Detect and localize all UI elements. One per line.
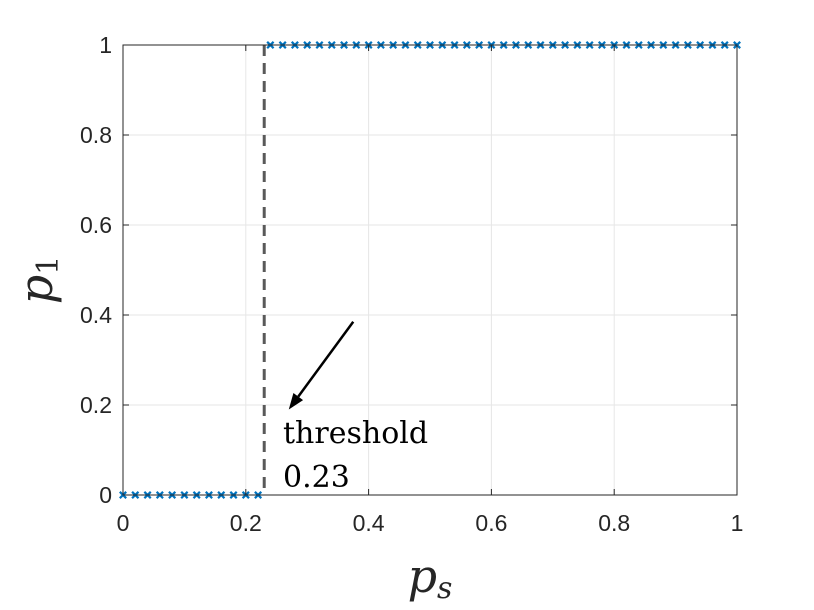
x-tick-label: 0.6 bbox=[475, 510, 507, 536]
grid bbox=[122, 44, 738, 496]
x-axis-label-subscript: s bbox=[437, 571, 452, 606]
y-tick-label: 0.6 bbox=[80, 212, 112, 238]
y-tick-label: 0 bbox=[99, 482, 112, 508]
x-tick-label: 0.4 bbox=[353, 510, 385, 536]
x-tick-label: 0.2 bbox=[230, 510, 262, 536]
data-markers bbox=[119, 41, 741, 499]
y-tick-label: 0.8 bbox=[80, 122, 112, 148]
x-axis-label: ps bbox=[408, 549, 453, 606]
annotation-text-value: 0.23 bbox=[283, 460, 350, 495]
x-axis-ticks: 0 0.2 0.4 0.6 0.8 1 bbox=[117, 45, 744, 536]
plot-area-frame bbox=[122, 44, 738, 496]
y-tick-label: 1 bbox=[99, 32, 112, 58]
y-axis-ticks: 0 0.2 0.4 0.6 0.8 1 bbox=[80, 32, 737, 508]
y-axis-label-subscript: 1 bbox=[31, 256, 66, 275]
x-tick-label: 0.8 bbox=[598, 510, 630, 536]
threshold-annotation: threshold 0.23 bbox=[283, 321, 428, 495]
y-tick-label: 0.4 bbox=[80, 302, 112, 328]
y-axis-label: p1 bbox=[9, 256, 66, 305]
x-tick-label: 1 bbox=[731, 510, 744, 536]
annotation-text-threshold: threshold bbox=[283, 416, 428, 451]
annotation-arrowhead bbox=[288, 393, 304, 410]
y-tick-label: 0.2 bbox=[80, 392, 112, 418]
annotation-arrow bbox=[297, 321, 355, 398]
x-axis-label-base: p bbox=[408, 549, 437, 603]
x-tick-label: 0 bbox=[117, 510, 130, 536]
y-axis-label-base: p bbox=[9, 275, 63, 304]
